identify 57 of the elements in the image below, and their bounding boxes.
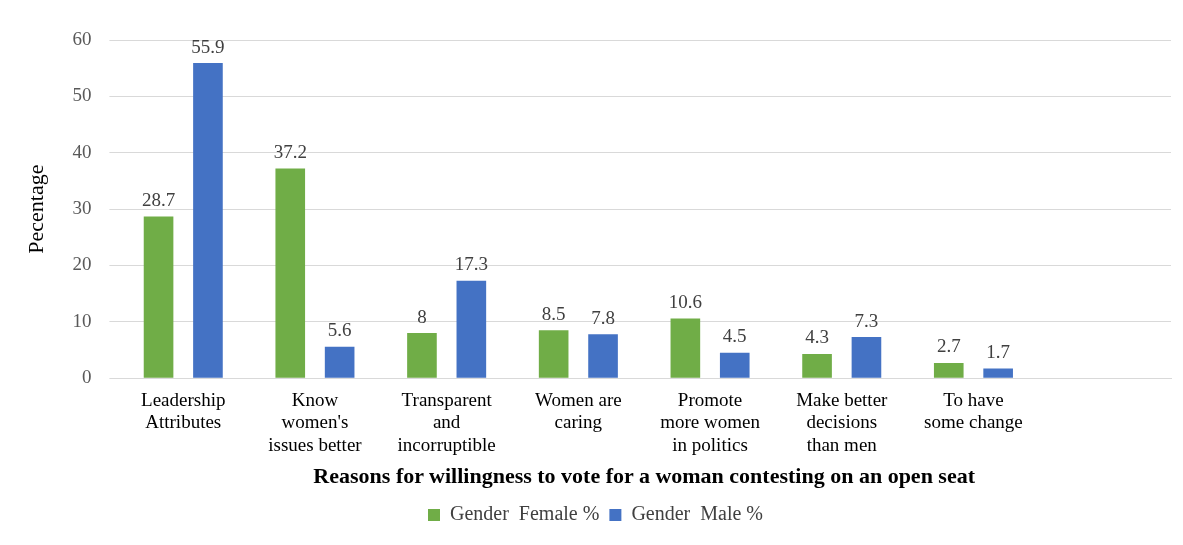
bar [143,216,174,378]
bar [193,63,223,378]
category-label: Make better [796,388,888,410]
category-label: in politics [672,434,748,456]
data-label: 4.3 [805,326,829,348]
y-tick-label: 10 [72,309,92,331]
data-label: 2.7 [936,335,961,357]
category-label: women's [281,411,349,433]
bar [851,337,882,378]
y-tick-label: 20 [72,253,92,275]
data-label: 55.9 [191,35,225,57]
data-label: 17.3 [454,253,488,275]
legend-label: Gender Female % [450,502,600,525]
category-label: To have [943,388,1004,410]
bar [407,333,437,378]
category-label: Leadership [141,388,226,410]
category-label: Women are [535,388,622,410]
y-tick-label: 60 [72,27,92,49]
data-label: 7.3 [854,309,879,331]
category-label: caring [554,411,603,433]
bar [933,362,964,378]
category-label: Know [291,388,339,410]
bar [588,334,618,378]
y-tick-label: 50 [72,84,92,106]
y-tick-label: 0 [81,366,92,388]
bar [275,168,306,378]
data-label: 28.7 [141,188,176,210]
category-label: than men [806,434,877,456]
data-label: 7.8 [591,306,615,328]
category-label: incorruptible [397,434,496,456]
category-label: issues better [268,434,362,456]
category-label: more women [660,411,760,433]
y-axis-title: Pecentage [22,164,48,254]
bar [983,368,1013,378]
bar [670,318,701,378]
data-label: 4.5 [722,325,747,347]
category-label: and [432,411,461,433]
category-label: Attributes [145,411,222,433]
category-label: decisions [806,411,878,433]
y-tick-label: 30 [72,197,92,219]
data-label: 10.6 [668,290,702,312]
y-tick-label: 40 [72,140,92,162]
category-label: Promote [677,388,743,410]
data-label: 5.6 [327,319,352,341]
bar [324,346,355,378]
legend-label: Gender Male % [631,502,764,525]
bar [456,280,487,378]
bar [802,353,832,378]
bar [719,352,750,378]
bar [538,330,569,378]
data-label: 1.7 [986,341,1011,363]
data-label: 8.5 [541,302,566,324]
data-label: 8 [417,305,427,327]
data-label: 37.2 [273,141,307,162]
category-label: some change [924,411,1023,433]
category-label: Transparent [401,388,492,410]
x-axis-title: Reasons for willingness to vote for a woman contesting on an open seat [313,463,976,489]
